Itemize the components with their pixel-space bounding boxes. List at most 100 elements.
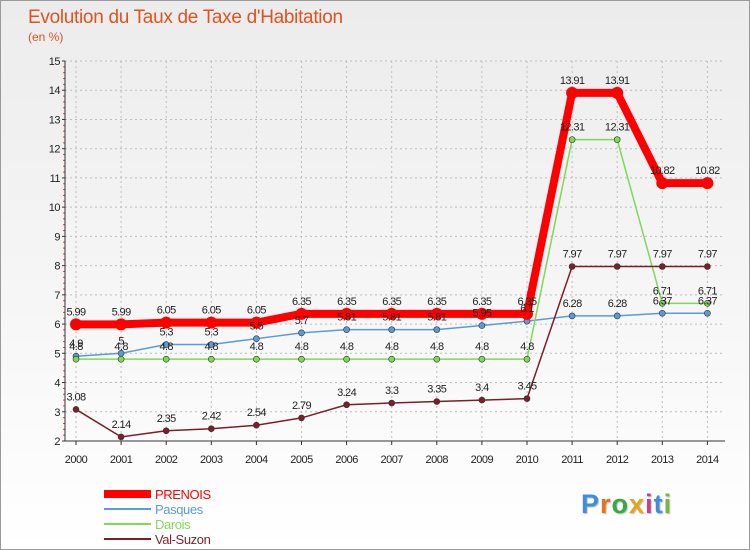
point-val-suzon [704, 263, 711, 270]
y-tick-label: 8 [54, 261, 60, 273]
logo-letter: o [611, 489, 630, 519]
data-label-val-suzon: 3.24 [337, 387, 356, 399]
data-label-prenois: 13.91 [605, 75, 630, 87]
point-val-suzon [117, 433, 125, 441]
data-label-val-suzon: 7.97 [608, 248, 627, 260]
point-darois [208, 355, 215, 363]
point-val-suzon [658, 263, 666, 270]
y-tick-label: 12 [49, 144, 61, 156]
point-prenois [340, 307, 353, 320]
data-label-prenois: 6.35 [472, 296, 491, 308]
y-tick-label: 2 [54, 436, 60, 448]
point-prenois [385, 307, 398, 320]
data-label-pasques: 5.7 [295, 315, 309, 327]
point-val-suzon [613, 263, 621, 270]
point-val-suzon [568, 263, 576, 270]
logo-letter: P [581, 489, 601, 519]
data-label-val-suzon: 2.42 [202, 411, 221, 423]
point-prenois [701, 177, 714, 190]
point-pasques [433, 326, 441, 333]
point-darois [568, 136, 576, 143]
point-val-suzon [298, 414, 305, 422]
y-tick-label: 6 [54, 319, 60, 331]
point-val-suzon [433, 398, 441, 405]
point-prenois [430, 307, 443, 320]
y-tick-label: 5 [54, 348, 60, 360]
data-label-val-suzon: 3.45 [517, 381, 536, 393]
data-label-pasques: 6.28 [563, 298, 582, 310]
point-pasques [162, 341, 170, 348]
point-darois [117, 355, 125, 363]
data-label-prenois: 5.99 [66, 306, 85, 318]
data-label-darois: 4.8 [159, 341, 173, 353]
logo-letter: i [645, 489, 654, 519]
data-label-darois: 6.71 [653, 285, 672, 297]
data-label-pasques: 5.3 [205, 327, 219, 339]
data-label-darois: 4.8 [340, 341, 354, 353]
y-tick-label: 7 [54, 290, 60, 302]
x-tick-label: 2001 [110, 454, 133, 466]
data-label-darois: 6.71 [698, 285, 717, 297]
point-darois [343, 355, 350, 363]
point-darois [253, 355, 260, 363]
data-label-pasques: 6.28 [608, 298, 627, 310]
x-tick-label: 2004 [245, 454, 268, 466]
unit-label: (en %) [28, 30, 64, 44]
data-label-prenois: 13.91 [560, 75, 585, 87]
logo-letter: t [653, 489, 664, 519]
data-label-darois: 4.8 [475, 341, 489, 353]
point-pasques [208, 341, 215, 348]
point-pasques [343, 326, 350, 333]
point-prenois [70, 318, 82, 331]
point-val-suzon [478, 396, 486, 404]
data-label-pasques: 5.3 [159, 327, 173, 339]
logo-letter: r [600, 489, 612, 519]
point-val-suzon [343, 401, 350, 409]
data-label-pasques: 5 [118, 335, 124, 347]
data-label-val-suzon: 2.79 [292, 400, 311, 412]
data-label-pasques: 6.37 [653, 295, 672, 307]
x-tick-label: 2010 [516, 454, 539, 466]
data-label-pasques: 5.5 [250, 321, 264, 333]
axes: 2 3 4 5 6 7 8 9 10 11 12 13 14 15 2000 2001 2002 2003 2004… [49, 56, 725, 466]
data-label-darois: 4.8 [295, 341, 309, 353]
point-pasques [704, 309, 711, 317]
point-darois [523, 355, 531, 363]
y-tick-label: 13 [49, 114, 61, 126]
data-label-val-suzon: 2.54 [247, 407, 266, 419]
point-val-suzon [523, 395, 531, 402]
y-tick-label: 14 [49, 85, 61, 97]
data-label-val-suzon: 3.4 [475, 382, 489, 394]
x-tick-label: 2013 [651, 454, 674, 466]
data-label-darois: 12.31 [560, 122, 585, 134]
data-label-prenois: 6.35 [517, 296, 536, 308]
point-pasques [568, 312, 576, 320]
data-label-pasques: 6.37 [698, 295, 717, 307]
data-label-prenois: 10.82 [650, 165, 675, 177]
data-label-darois: 4.8 [250, 341, 264, 353]
data-label-darois: 4.8 [430, 341, 444, 353]
data-labels: 5.99 5.99 6.05 6.05 6.05 6.35 6.35 6.35 6.35 6.35… [66, 75, 720, 431]
point-prenois [475, 307, 488, 320]
x-tick-label: 2008 [426, 454, 449, 466]
proxiti-logo: Proxiti [581, 489, 672, 520]
point-darois [162, 355, 170, 363]
point-darois [72, 355, 80, 363]
point-prenois [611, 86, 624, 99]
data-label-prenois: 6.05 [247, 305, 266, 317]
point-prenois [160, 316, 173, 329]
chart-title: Evolution du Taux de Taxe d'Habitation [28, 7, 343, 28]
series-group [70, 86, 714, 441]
data-label-prenois: 10.82 [695, 165, 720, 177]
point-pasques [298, 329, 305, 337]
data-label-pasques: 5.81 [427, 312, 446, 324]
data-label-val-suzon: 7.97 [653, 248, 672, 260]
data-label-pasques: 4.9 [69, 338, 83, 350]
data-label-pasques: 6.1 [520, 303, 534, 315]
point-val-suzon [253, 421, 260, 429]
data-label-val-suzon: 7.97 [698, 248, 717, 260]
point-prenois [656, 177, 669, 190]
point-darois [478, 355, 486, 363]
